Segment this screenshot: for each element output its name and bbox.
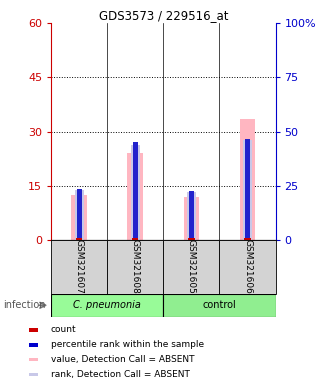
Bar [29,358,38,361]
Text: GSM321606: GSM321606 [243,240,252,294]
Bar [51,240,107,294]
Bar [71,195,87,240]
Bar [183,197,199,240]
Bar [245,139,250,240]
Bar [132,238,139,240]
Bar [75,190,83,240]
Bar [76,238,82,240]
Bar [51,294,163,317]
Bar [29,373,38,376]
Bar [244,238,251,240]
Bar [219,240,276,294]
Bar [188,238,195,240]
Bar [29,343,38,346]
Bar [187,192,196,240]
Text: value, Detection Call = ABSENT: value, Detection Call = ABSENT [51,355,194,364]
Bar [133,142,138,240]
Bar [240,119,255,240]
Text: GSM321608: GSM321608 [131,240,140,294]
Title: GDS3573 / 229516_at: GDS3573 / 229516_at [99,9,228,22]
Bar [29,328,38,332]
Text: C. pneumonia: C. pneumonia [73,300,141,310]
Text: count: count [51,326,76,334]
Bar [189,191,194,240]
Text: infection: infection [3,300,46,310]
Bar [127,153,143,240]
Text: GSM321605: GSM321605 [187,240,196,294]
Text: rank, Detection Call = ABSENT: rank, Detection Call = ABSENT [51,370,189,379]
Bar [163,240,219,294]
Text: percentile rank within the sample: percentile rank within the sample [51,340,204,349]
Bar [243,140,252,240]
Text: control: control [203,300,236,310]
Bar [107,240,163,294]
Bar [163,294,276,317]
Text: GSM321607: GSM321607 [75,240,84,294]
Bar [131,144,140,240]
Bar [77,189,82,240]
